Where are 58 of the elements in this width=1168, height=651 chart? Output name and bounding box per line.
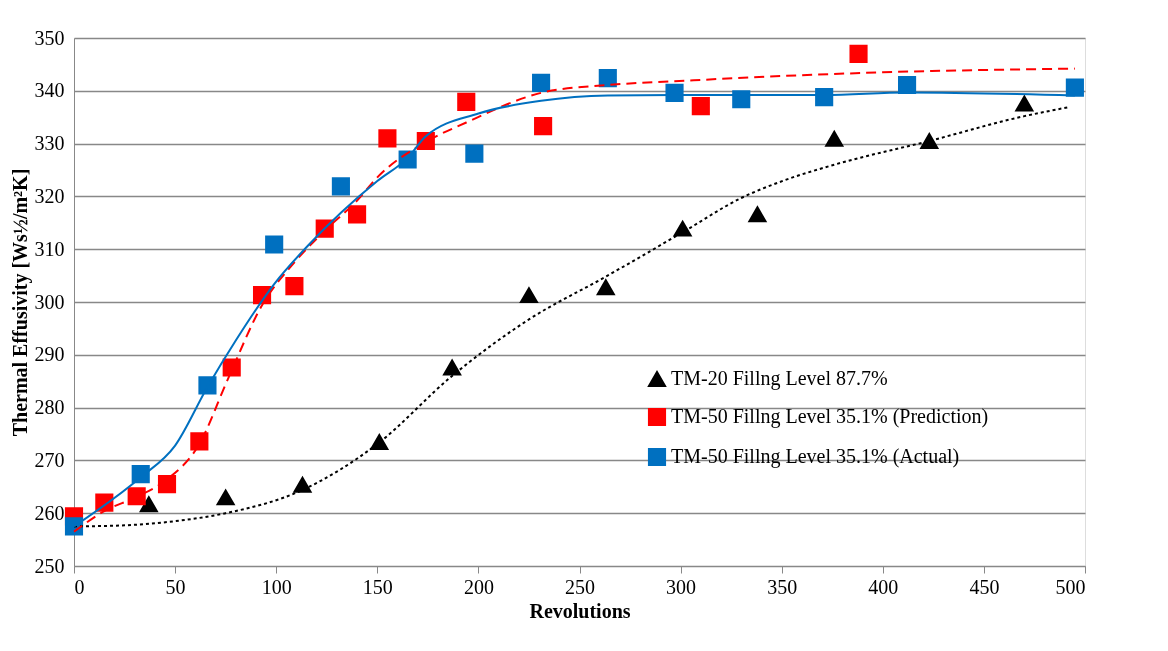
point (370, 433, 389, 450)
y-tick-label: 270 (34, 448, 65, 471)
point (1015, 95, 1034, 112)
x-tick-label: 400 (868, 575, 899, 598)
y-tick-label: 340 (34, 79, 65, 102)
point (190, 432, 209, 451)
point (198, 376, 217, 395)
x-tick-label: 100 (261, 575, 292, 598)
y-tick-label: 350 (34, 26, 65, 49)
point (691, 97, 710, 116)
point (331, 177, 350, 196)
legend-label: TM-20 Fillng Level 87.7% (671, 367, 888, 390)
x-tick-label: 250 (565, 575, 595, 598)
y-tick-label: 260 (34, 501, 65, 524)
x-tick-label: 500 (1055, 575, 1086, 598)
point (293, 476, 312, 493)
point (285, 277, 304, 296)
y-tick-label: 290 (34, 343, 65, 366)
y-tick-label: 280 (34, 396, 65, 419)
point (748, 206, 767, 223)
x-tick-label: 350 (767, 575, 798, 598)
point (920, 132, 939, 149)
point (465, 144, 484, 163)
x-tick-label: 200 (463, 575, 494, 598)
point (348, 205, 367, 224)
point (849, 44, 868, 63)
x-tick-label: 300 (666, 575, 697, 598)
y-axis-title: Thermal Effusivity [Ws½/m²K] (8, 168, 32, 437)
y-tick-label: 310 (34, 237, 65, 260)
legend-label: TM-50 Fillng Level 35.1% (Prediction) (671, 405, 989, 428)
point (1065, 78, 1084, 97)
y-tick-label: 320 (34, 184, 65, 207)
point (825, 130, 844, 147)
x-tick-label: 450 (969, 575, 1000, 598)
point (457, 92, 476, 111)
x-tick-label: 50 (165, 575, 186, 598)
x-tick-label: 0 (74, 575, 85, 598)
point (519, 287, 539, 304)
point (665, 83, 684, 102)
point (127, 487, 146, 506)
point (157, 475, 177, 494)
point (265, 235, 284, 254)
point (598, 69, 617, 88)
point (596, 279, 615, 296)
y-tick-label: 330 (34, 132, 65, 155)
point (139, 496, 158, 513)
point (673, 220, 692, 237)
point (378, 129, 397, 148)
point (534, 117, 553, 136)
y-tick-label: 250 (34, 554, 65, 577)
x-axis-title: Revolutions (529, 599, 631, 622)
legend-label: TM-50 Fillng Level 35.1% (Actual) (671, 445, 960, 468)
point (532, 73, 551, 92)
point (216, 489, 235, 506)
point (222, 358, 241, 377)
point (443, 359, 462, 376)
x-tick-label: 150 (362, 575, 393, 598)
y-tick-label: 300 (34, 290, 65, 313)
